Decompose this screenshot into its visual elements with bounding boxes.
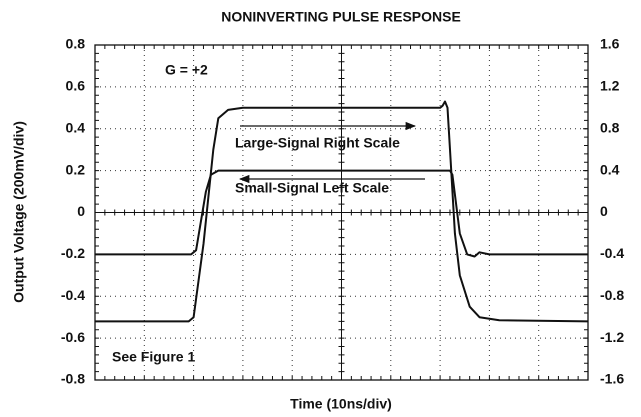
y2-tick-label: 0.4 (600, 161, 620, 177)
y2-tick-label: -1.2 (600, 329, 624, 345)
y2-tick-label: -1.6 (600, 371, 624, 387)
y-tick-label: -0.2 (61, 245, 85, 261)
y-tick-label: -0.6 (61, 329, 85, 345)
y2-tick-label: -0.8 (600, 287, 624, 303)
y-tick-label: 0 (77, 203, 85, 219)
annotation: G = +2 (165, 62, 208, 78)
y-tick-label: 0.4 (66, 119, 86, 135)
annotation: See Figure 1 (112, 349, 195, 365)
y-tick-label: 0.6 (66, 78, 86, 94)
y-tick-label: 0.8 (66, 36, 86, 52)
y2-tick-label: 1.6 (600, 36, 620, 52)
chart-title: NONINVERTING PULSE RESPONSE (221, 9, 461, 25)
y-tick-label: -0.4 (61, 287, 85, 303)
x-axis-label: Time (10ns/div) (290, 396, 392, 412)
y2-tick-label: 0.8 (600, 119, 620, 135)
y2-tick-label: 1.2 (600, 78, 620, 94)
y-tick-label: -0.8 (61, 371, 85, 387)
plot-frame (94, 44, 589, 381)
series-label: Small-Signal Left Scale (235, 180, 389, 196)
series-label: Large-Signal Right Scale (235, 135, 400, 151)
series-line (95, 100, 589, 323)
y2-tick-label: -0.4 (600, 245, 624, 261)
y2-tick-label: 0 (600, 203, 608, 219)
y-axis-label: Output Voltage (200mV/div) (11, 121, 27, 303)
y-tick-label: 0.2 (66, 161, 86, 177)
